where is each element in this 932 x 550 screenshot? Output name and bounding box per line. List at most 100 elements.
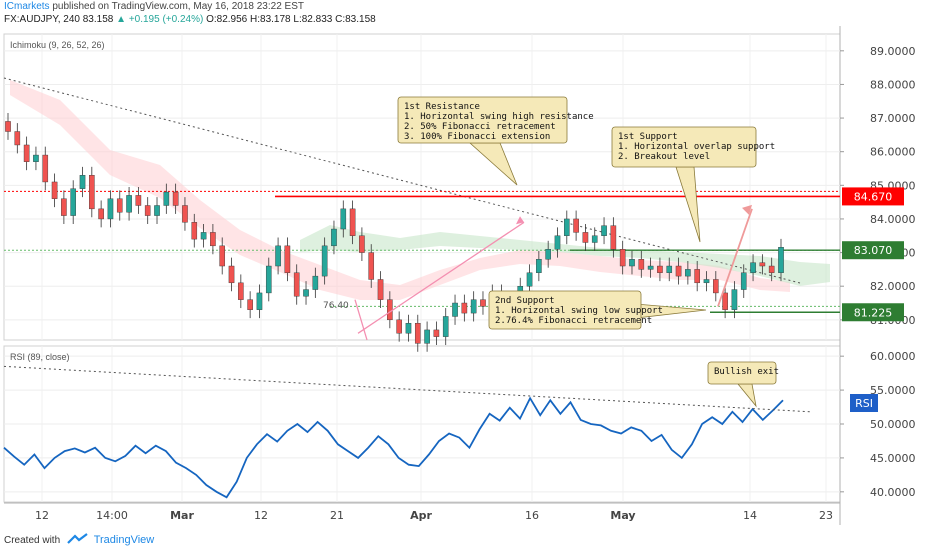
candle	[424, 329, 430, 344]
time-tick-label: 23	[819, 509, 833, 522]
symbol-label: FX:AUDJPY, 240	[4, 14, 80, 25]
publisher-name[interactable]: ICmarkets	[4, 1, 50, 12]
time-tick-label: 12	[254, 509, 268, 522]
candle	[731, 289, 738, 310]
candle	[163, 191, 170, 206]
candle	[554, 235, 561, 250]
tradingview-logo-icon	[67, 533, 88, 544]
price-trendline	[3, 77, 801, 284]
price-tick-label: 87.0000	[870, 112, 916, 125]
price-tick-label: 82.0000	[870, 280, 916, 293]
candle	[433, 329, 440, 337]
candle	[591, 235, 598, 243]
candle	[275, 245, 281, 267]
candle	[638, 259, 645, 270]
candle	[694, 269, 700, 284]
rsi-badge-label: RSI	[855, 397, 873, 410]
last-price: 83.158	[82, 14, 114, 25]
candle	[293, 272, 300, 297]
rsi-tick-label: 45.0000	[870, 452, 916, 465]
candle	[778, 247, 784, 273]
ichimoku-indicator-label[interactable]: Ichimoku (9, 26, 52, 26)	[10, 40, 105, 50]
candle	[666, 265, 673, 273]
time-tick-label: May	[610, 509, 635, 522]
candle	[238, 282, 244, 300]
candle	[610, 225, 617, 250]
candle	[247, 299, 253, 310]
candle	[675, 265, 682, 277]
rsi-annotation: Bullish exit	[707, 361, 779, 408]
chart-header-published: ICmarkets published on TradingView.com, …	[4, 1, 304, 12]
candle	[33, 154, 39, 162]
resistance-annotation-line: 1st Resistance	[404, 102, 480, 112]
candle	[98, 208, 104, 220]
resistance-annotation-line: 1. Horizontal swing high resistance	[404, 112, 594, 122]
target-arrow-icon	[742, 204, 752, 215]
candle	[210, 232, 216, 247]
candle	[387, 299, 393, 321]
candle	[629, 259, 635, 267]
candle	[144, 205, 151, 216]
candle	[51, 181, 58, 199]
support1-annotation-line: 2. Breakout level	[618, 152, 710, 162]
candle	[340, 208, 347, 230]
close-value: C:83.158	[335, 14, 376, 25]
support1-annotation-line: 1st Support	[618, 132, 678, 142]
rsi-tick-label: 55.0000	[870, 384, 916, 397]
time-tick-label: 14	[743, 509, 757, 522]
candle	[470, 299, 477, 314]
fib-projection-line	[357, 221, 525, 334]
candle	[116, 198, 123, 213]
candle	[722, 292, 728, 310]
current-price-badge-label: 83.070	[854, 244, 893, 257]
candle	[740, 272, 747, 290]
candle	[70, 188, 76, 216]
candle	[442, 316, 449, 337]
candle	[750, 262, 756, 273]
candle	[14, 131, 21, 146]
candle	[154, 205, 160, 216]
candle	[480, 299, 486, 307]
time-tick-label: Mar	[170, 509, 194, 522]
resistance-annotation-box	[397, 96, 568, 144]
candle	[107, 198, 114, 220]
high-value: H:83.178	[250, 14, 291, 25]
support2-annotation-line: 2.76.4% Fibonacci retracement	[495, 316, 652, 326]
support2-annotation-line: 2nd Support	[495, 296, 555, 306]
candle	[396, 319, 402, 334]
candle	[713, 279, 719, 294]
candle	[172, 191, 179, 206]
time-tick-label: 21	[330, 509, 344, 522]
candle	[414, 322, 421, 344]
candle	[200, 232, 207, 240]
rsi-line	[3, 396, 784, 499]
candle	[536, 259, 542, 273]
fib-projection-arrow-icon	[516, 216, 524, 225]
candle	[265, 265, 272, 294]
rsi-indicator-label[interactable]: RSI (89, close)	[10, 352, 70, 362]
candle	[135, 195, 142, 206]
candle	[368, 252, 375, 280]
resistance-price-badge	[842, 187, 904, 206]
candle	[461, 302, 468, 314]
tradingview-brand[interactable]: TradingView	[93, 534, 155, 546]
support2-annotation-line: 1. Horizontal swing low support	[495, 306, 663, 316]
candle	[61, 198, 67, 216]
price-tick-label: 86.0000	[870, 146, 916, 159]
candle	[182, 205, 188, 223]
candle	[647, 265, 654, 270]
created-with-text: Created with	[4, 535, 61, 546]
candle	[768, 265, 775, 273]
candle	[5, 121, 11, 132]
candle	[126, 195, 132, 213]
candle	[349, 208, 356, 236]
candle	[228, 265, 235, 284]
candle	[685, 269, 691, 277]
candle	[582, 232, 589, 243]
published-text: published on TradingView.com, May 16, 20…	[52, 1, 304, 12]
support1-annotation-box	[611, 126, 757, 168]
low-value: L:82.833	[293, 14, 333, 25]
